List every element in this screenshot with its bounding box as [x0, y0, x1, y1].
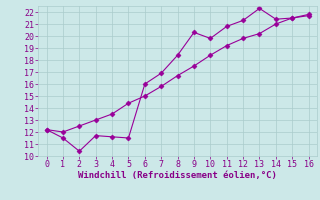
X-axis label: Windchill (Refroidissement éolien,°C): Windchill (Refroidissement éolien,°C)	[78, 171, 277, 180]
